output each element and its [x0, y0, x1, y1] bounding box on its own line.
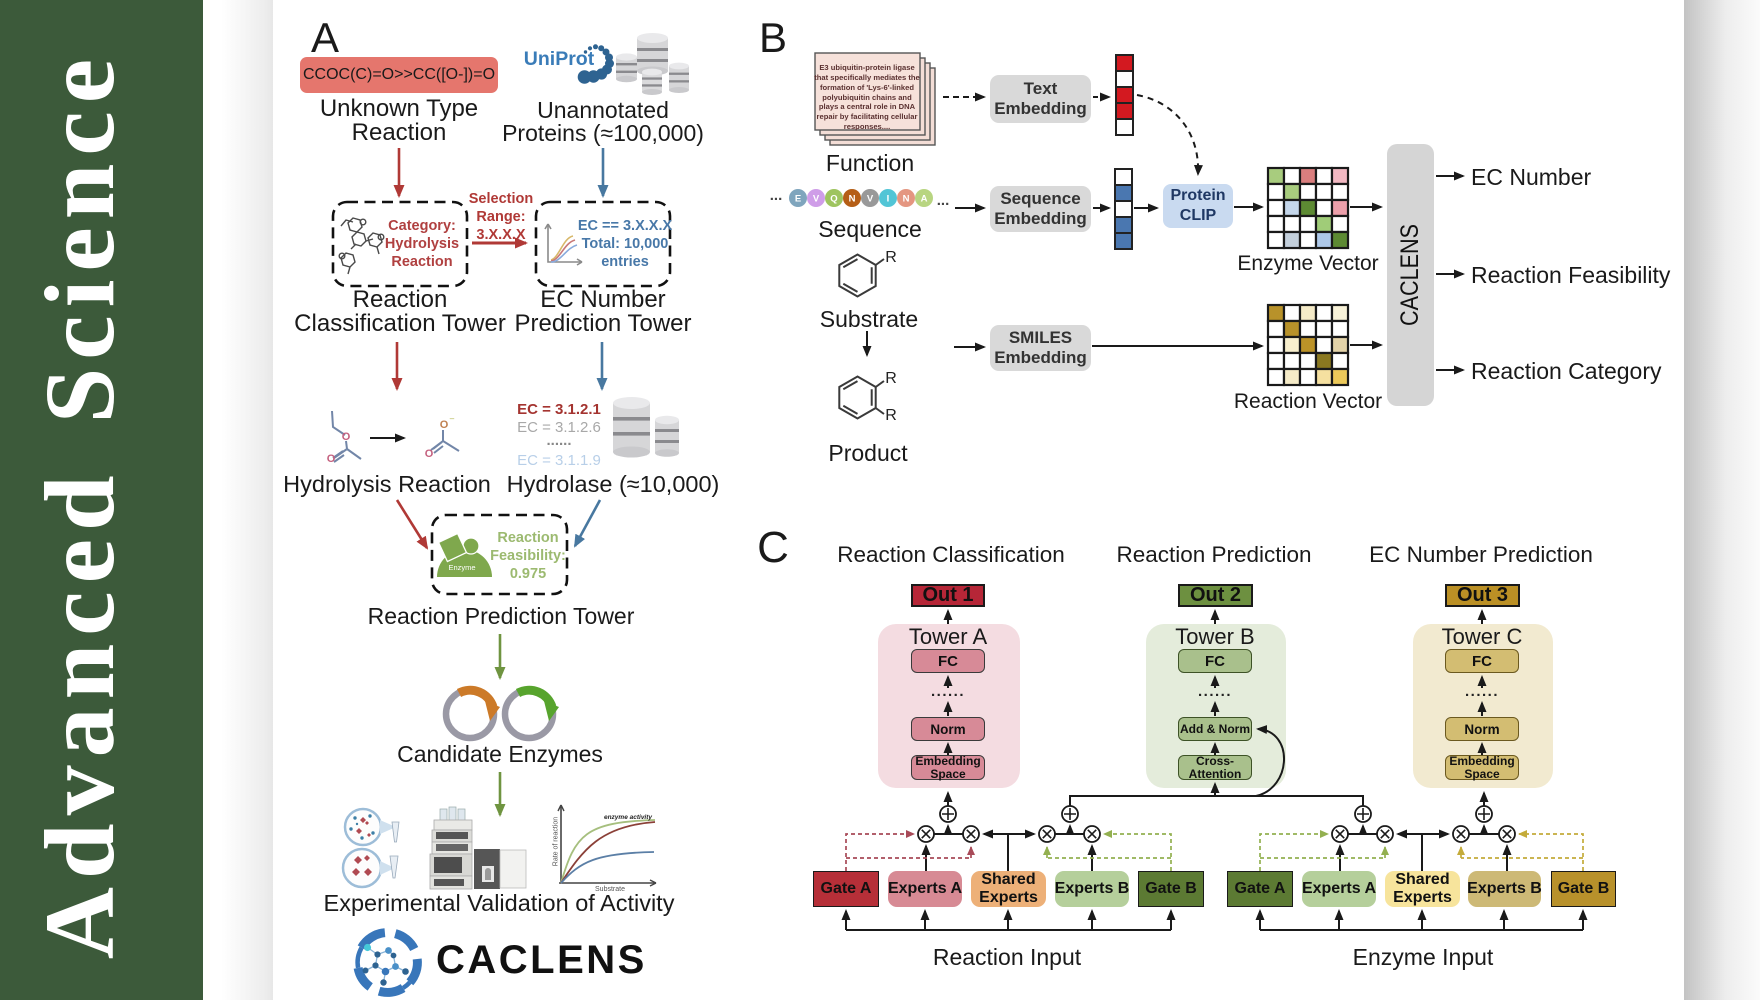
svg-text:O: O: [440, 419, 449, 431]
svg-text:O: O: [342, 431, 351, 443]
svg-text:I: I: [887, 194, 890, 205]
svg-text:E: E: [795, 194, 801, 205]
svg-text:N: N: [903, 194, 910, 205]
svg-text:V: V: [813, 194, 820, 205]
svg-text:O: O: [425, 448, 434, 460]
svg-text:A: A: [921, 194, 928, 205]
svg-text:CACLENS: CACLENS: [1396, 224, 1424, 326]
svg-text:V: V: [867, 194, 874, 205]
svg-text:–: –: [450, 414, 455, 423]
svg-text:Q: Q: [830, 194, 837, 205]
svg-text:O: O: [327, 453, 336, 465]
svg-text:N: N: [849, 194, 856, 205]
